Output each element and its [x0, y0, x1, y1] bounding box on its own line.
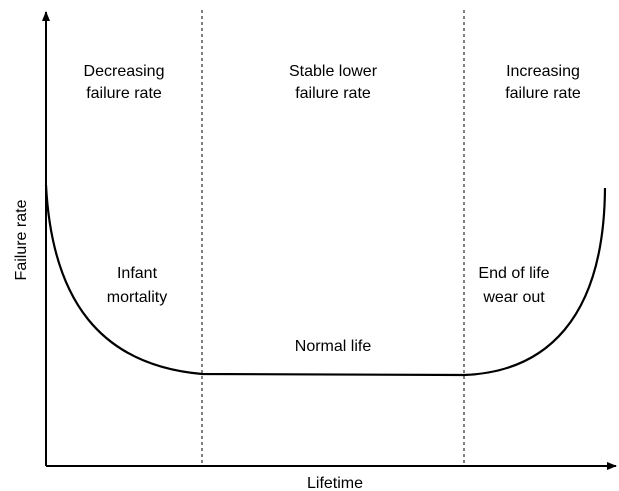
phase-label: wear out [482, 289, 545, 306]
bathtub-curve [44, 184, 607, 377]
region-label: Stable lower [289, 63, 378, 80]
phase-label: Normal life [295, 338, 372, 355]
region-label: Decreasing [84, 63, 165, 80]
phase-label: Infant [117, 265, 158, 282]
region-label: Increasing [506, 63, 580, 80]
phase-label: End of life [478, 265, 549, 282]
region-label: failure rate [86, 85, 162, 102]
y-axis-label: Failure rate [13, 199, 30, 280]
region-label: failure rate [505, 85, 581, 102]
x-axis-label: Lifetime [307, 475, 363, 491]
phase-label: mortality [107, 289, 167, 306]
region-label: failure rate [295, 85, 371, 102]
